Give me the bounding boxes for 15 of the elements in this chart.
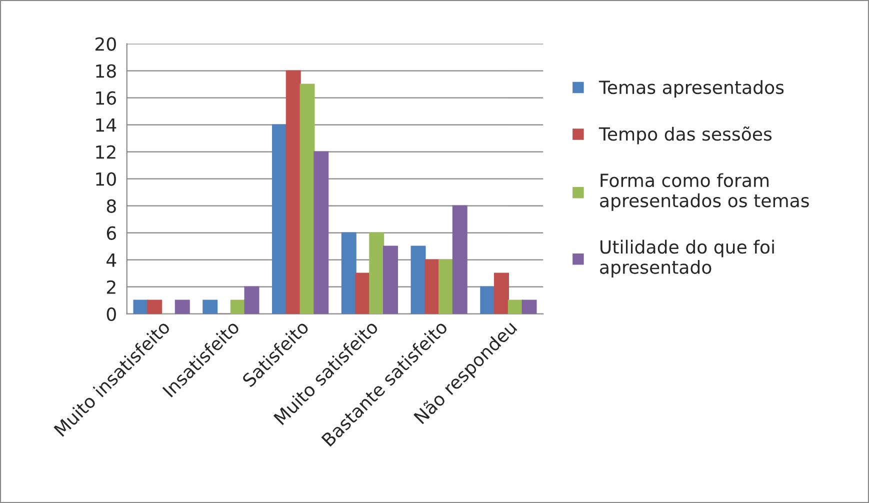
- y-tick-label: 6: [106, 226, 116, 240]
- y-tick-label: 2: [106, 280, 116, 294]
- y-tick-label: 10: [96, 172, 116, 186]
- y-tick-label: 14: [96, 118, 116, 132]
- legend-label: Forma como foram apresentados os temas: [600, 173, 809, 211]
- y-tick-label: 18: [96, 64, 116, 78]
- y-tick-label: 8: [106, 199, 116, 213]
- legend-label: Tempo das sessões: [598, 126, 772, 144]
- legend-label: Utilidade do que foi apresentado: [600, 240, 774, 278]
- y-tick-label: 0: [106, 307, 116, 321]
- y-tick-label: 4: [106, 254, 116, 267]
- legend-label: Temas apresentados: [598, 80, 784, 98]
- y-tick-label: 16: [96, 91, 116, 105]
- y-tick-label: 12: [96, 145, 116, 159]
- y-tick-label: 20: [96, 37, 116, 51]
